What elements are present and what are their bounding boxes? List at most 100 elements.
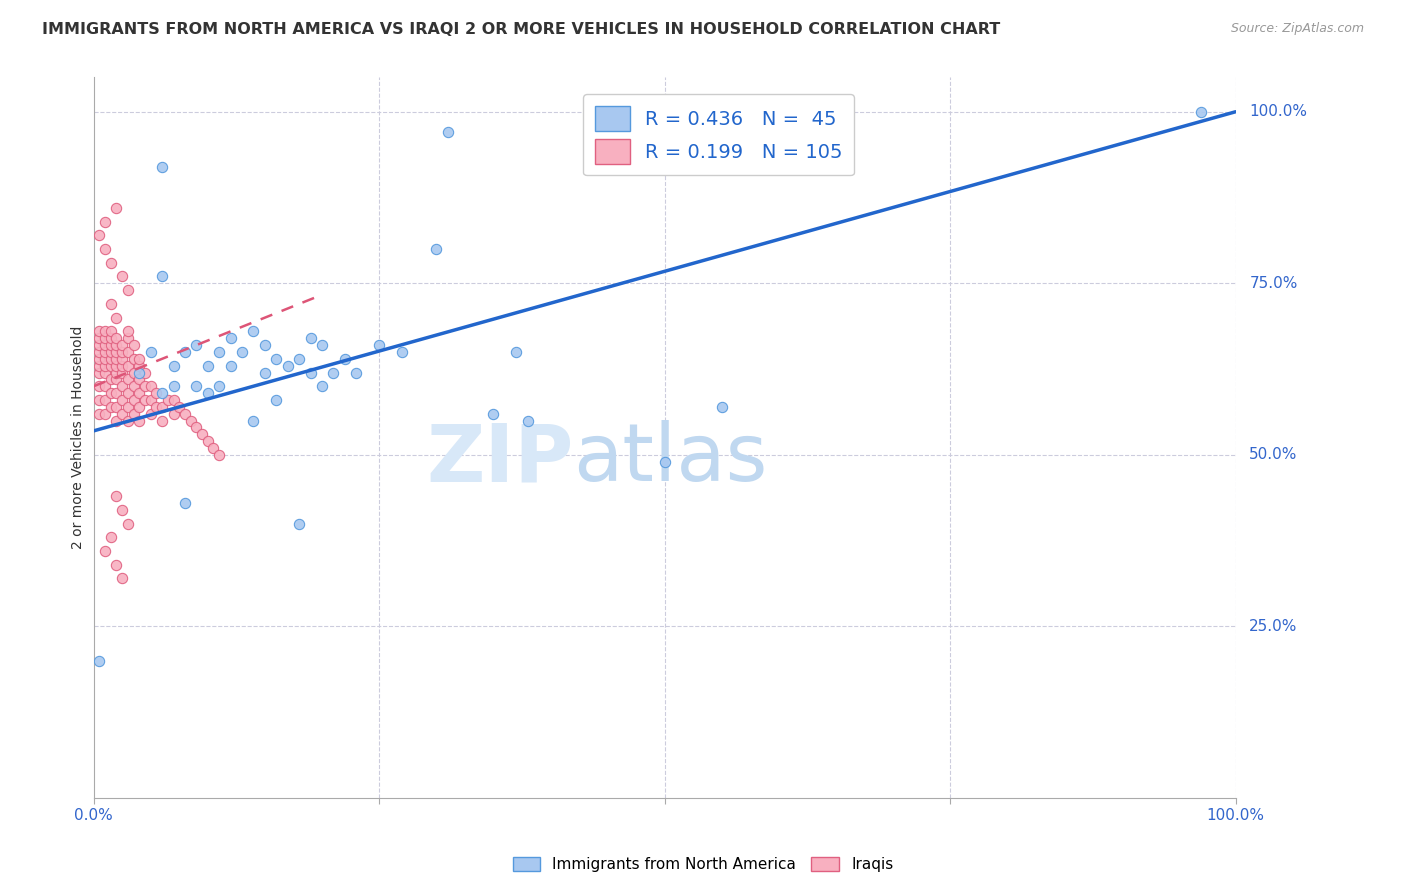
Point: [128, 400, 150, 414]
Point: [100, 297, 122, 311]
Point: [111, 379, 134, 393]
Point: [105, 558, 128, 572]
Point: [89, 331, 111, 345]
Point: [89, 338, 111, 352]
Legend: Immigrants from North America, Iraqis: Immigrants from North America, Iraqis: [505, 849, 901, 880]
Point: [94, 544, 117, 558]
Point: [111, 359, 134, 373]
Point: [208, 345, 231, 359]
Point: [145, 400, 167, 414]
Point: [89, 654, 111, 668]
Point: [111, 571, 134, 585]
Point: [344, 366, 367, 380]
Point: [94, 214, 117, 228]
Text: atlas: atlas: [574, 420, 768, 499]
Point: [167, 400, 190, 414]
Point: [654, 455, 676, 469]
Point: [516, 414, 538, 428]
Point: [150, 160, 173, 174]
Point: [117, 516, 139, 531]
Text: ZIP: ZIP: [426, 420, 574, 499]
Point: [128, 351, 150, 366]
Point: [105, 345, 128, 359]
Point: [105, 489, 128, 503]
Point: [180, 414, 202, 428]
Point: [202, 441, 225, 455]
Point: [94, 331, 117, 345]
Point: [134, 379, 156, 393]
Point: [94, 379, 117, 393]
Point: [186, 338, 208, 352]
Point: [94, 392, 117, 407]
Point: [94, 359, 117, 373]
Point: [100, 256, 122, 270]
Point: [94, 345, 117, 359]
Point: [128, 359, 150, 373]
Point: [425, 242, 447, 256]
Point: [139, 379, 162, 393]
Point: [710, 400, 733, 414]
Point: [208, 379, 231, 393]
Point: [186, 379, 208, 393]
Point: [117, 283, 139, 297]
Point: [105, 366, 128, 380]
Text: 25.0%: 25.0%: [1250, 619, 1298, 634]
Point: [122, 392, 145, 407]
Point: [242, 414, 264, 428]
Point: [145, 386, 167, 401]
Point: [150, 414, 173, 428]
Point: [242, 324, 264, 338]
Point: [89, 407, 111, 421]
Point: [139, 392, 162, 407]
Point: [156, 392, 179, 407]
Point: [266, 351, 288, 366]
Point: [174, 345, 197, 359]
Point: [117, 386, 139, 401]
Point: [253, 338, 276, 352]
Point: [128, 366, 150, 380]
Point: [122, 351, 145, 366]
Point: [117, 324, 139, 338]
Point: [288, 351, 311, 366]
Point: [100, 338, 122, 352]
Point: [94, 242, 117, 256]
Point: [197, 386, 219, 401]
Point: [128, 414, 150, 428]
Point: [89, 345, 111, 359]
Point: [368, 338, 391, 352]
Point: [89, 359, 111, 373]
Point: [105, 338, 128, 352]
Point: [219, 331, 242, 345]
Text: 100.0%: 100.0%: [1250, 104, 1308, 120]
Point: [111, 351, 134, 366]
Point: [100, 345, 122, 359]
Point: [100, 372, 122, 386]
Text: Source: ZipAtlas.com: Source: ZipAtlas.com: [1230, 22, 1364, 36]
Point: [231, 345, 253, 359]
Point: [117, 331, 139, 345]
Point: [162, 379, 184, 393]
Point: [94, 407, 117, 421]
Point: [311, 338, 333, 352]
Point: [89, 366, 111, 380]
Point: [197, 359, 219, 373]
Point: [117, 359, 139, 373]
Point: [89, 379, 111, 393]
Point: [111, 269, 134, 284]
Point: [186, 420, 208, 434]
Point: [111, 345, 134, 359]
Point: [89, 228, 111, 243]
Point: [191, 427, 214, 442]
Point: [100, 400, 122, 414]
Point: [100, 386, 122, 401]
Point: [208, 448, 231, 462]
Point: [117, 414, 139, 428]
Point: [150, 400, 173, 414]
Point: [105, 414, 128, 428]
Point: [162, 407, 184, 421]
Point: [134, 392, 156, 407]
Point: [128, 386, 150, 401]
Point: [111, 392, 134, 407]
Point: [288, 516, 311, 531]
Point: [299, 366, 322, 380]
